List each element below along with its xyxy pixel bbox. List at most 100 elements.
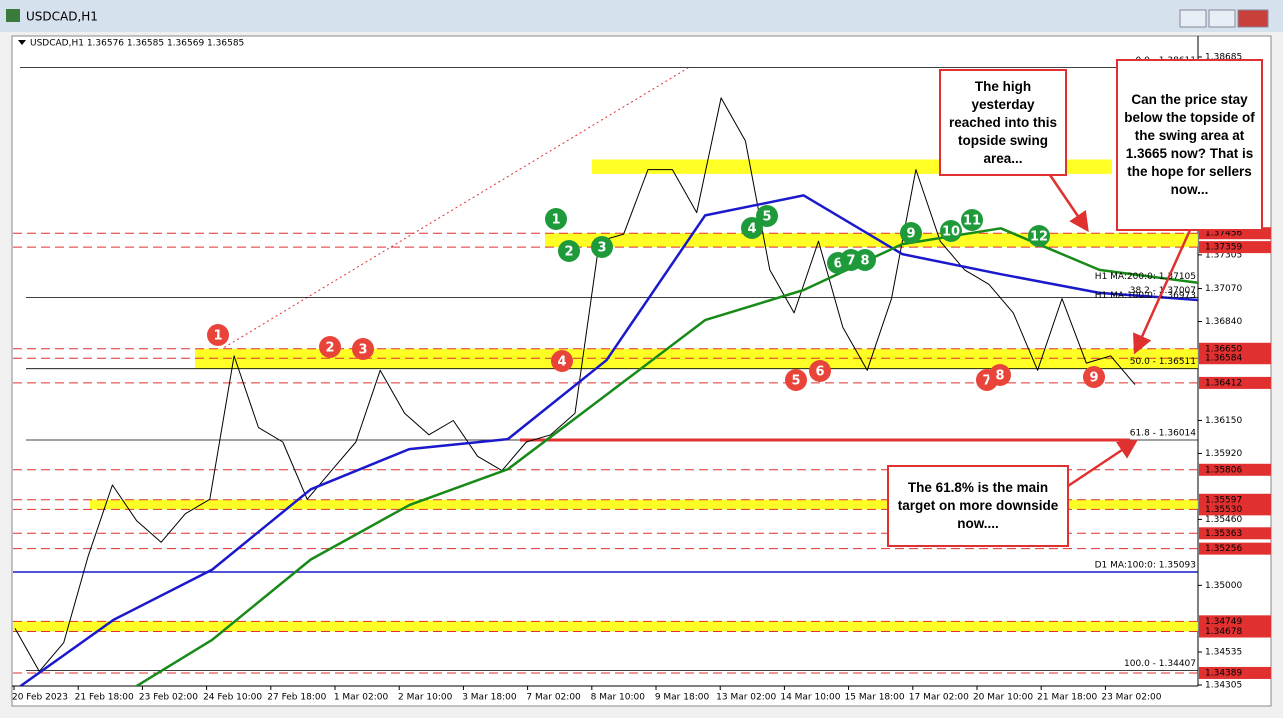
price-level-box: [1199, 376, 1271, 389]
price-level-label: 1.35363: [1205, 529, 1242, 539]
y-tick-label: 1.35460: [1205, 515, 1242, 525]
x-tick-label: 23 Mar 02:00: [1101, 693, 1161, 703]
marker-label: 8: [860, 254, 869, 269]
y-tick-label: 1.34305: [1205, 681, 1242, 691]
annotation: The 61.8% is the main target on more dow…: [897, 480, 1059, 531]
annotation: Can the price stay below the topside of …: [1124, 92, 1255, 197]
x-tick-label: 3 Mar 18:00: [462, 693, 517, 703]
annotation-text: The 61.8% is the main target on more dow…: [897, 480, 1059, 531]
marker-label: 7: [982, 374, 991, 389]
x-tick-label: 23 Feb 02:00: [139, 693, 198, 703]
price-level-box: [1199, 625, 1271, 638]
marker-label: 11: [963, 214, 981, 229]
red-marker: [551, 350, 573, 372]
red-marker: [1083, 366, 1105, 388]
annotation-box: [1116, 59, 1263, 231]
minimize-button[interactable]: [1179, 9, 1207, 28]
y-tick-label: 1.35920: [1205, 449, 1242, 459]
marker-label: 1: [213, 329, 222, 344]
price-level-label: 1.35256: [1205, 544, 1242, 554]
x-tick-label: 13 Mar 02:00: [716, 693, 776, 703]
price-level-box: [1199, 503, 1271, 516]
price-level-box: [1199, 241, 1271, 254]
fib-label: 61.8 - 1.36014: [1130, 428, 1196, 438]
price-level-label: 1.35597: [1205, 495, 1242, 505]
price-level-box: [1199, 493, 1271, 506]
price-line: [14, 97, 1136, 672]
annotation-box: [939, 69, 1067, 176]
symbol-info: USDCAD,H1 1.36576 1.36585 1.36569 1.3658…: [30, 39, 244, 49]
y-tick-label: 1.36840: [1205, 317, 1242, 327]
x-tick-label: 7 Mar 02:00: [526, 693, 581, 703]
y-tick-label: 1.38685: [1205, 53, 1242, 63]
price-level-label: 1.36412: [1205, 378, 1242, 388]
price-level-box: [1199, 542, 1271, 555]
green-marker: [940, 220, 962, 242]
red-marker: [785, 369, 807, 391]
red-marker: [207, 324, 229, 346]
y-tick-label: 1.34535: [1205, 648, 1242, 658]
price-level-box: [1199, 463, 1271, 476]
price-level-label: 1.34389: [1205, 668, 1242, 678]
info-icon: [18, 40, 26, 45]
red-marker: [319, 336, 341, 358]
green-marker: [961, 209, 983, 231]
marker-label: 6: [815, 365, 824, 380]
y-tick-label: 1.37070: [1205, 284, 1242, 294]
marker-label: 4: [747, 222, 756, 237]
marker-label: 6: [833, 257, 842, 272]
marker-label: 2: [325, 341, 334, 356]
red-marker: [809, 360, 831, 382]
x-tick-label: 21 Mar 18:00: [1037, 693, 1097, 703]
x-tick-label: 1 Mar 02:00: [334, 693, 389, 703]
price-level-label: 1.37456: [1205, 229, 1242, 239]
price-level-box: [1199, 527, 1271, 540]
maximize-button[interactable]: [1208, 9, 1236, 28]
red-marker: [352, 338, 374, 360]
x-tick-label: 20 Feb 2023: [12, 693, 68, 703]
fib-label: 100.0 - 1.34407: [1124, 659, 1196, 669]
annotation-arrow: [1133, 229, 1192, 355]
fib-trend-line: [219, 67, 689, 351]
marker-label: 12: [1030, 230, 1048, 245]
x-tick-label: 17 Mar 02:00: [909, 693, 969, 703]
price-level-box: [1199, 342, 1271, 355]
price-level-label: 1.36650: [1205, 344, 1242, 354]
annotation-arrow: [1067, 439, 1139, 488]
x-tick-label: 14 Mar 10:00: [780, 693, 840, 703]
price-level-label: 1.34749: [1205, 617, 1242, 627]
marker-label: 10: [942, 225, 960, 240]
x-tick-label: 8 Mar 10:00: [591, 693, 646, 703]
green-marker: [558, 240, 580, 262]
price-level-box: [1199, 615, 1271, 628]
support-zone: [90, 499, 1198, 510]
marker-label: 9: [1089, 371, 1098, 386]
window-title: USDCAD,H1: [26, 10, 98, 24]
ma-label: D1 MA:100:0: 1.35093: [1095, 561, 1196, 571]
title-bar: [0, 0, 1283, 32]
marker-label: 9: [906, 227, 915, 242]
y-tick-label: 1.37305: [1205, 250, 1242, 260]
marker-label: 8: [995, 369, 1004, 384]
support-zone: [13, 621, 1198, 632]
green-marker: [854, 249, 876, 271]
close-button[interactable]: [1237, 9, 1269, 28]
moving-average: [134, 227, 1198, 686]
annotation-arrow: [1048, 174, 1089, 233]
green-marker: [741, 217, 763, 239]
green-marker: [545, 208, 567, 230]
marker-label: 3: [597, 241, 606, 256]
x-tick-label: 2 Mar 10:00: [398, 693, 453, 703]
price-level-box: [1199, 666, 1271, 679]
y-tick-label: 1.36150: [1205, 416, 1242, 426]
price-level-box: [1199, 352, 1271, 365]
chart-area: [11, 35, 1272, 707]
marker-label: 3: [358, 343, 367, 358]
annotation: The high yesterday reached into this top…: [949, 79, 1057, 166]
green-marker: [591, 236, 613, 258]
fib-label: 50.0 - 1.36511: [1130, 357, 1196, 367]
red-marker: [989, 364, 1011, 386]
marker-label: 5: [791, 374, 800, 389]
